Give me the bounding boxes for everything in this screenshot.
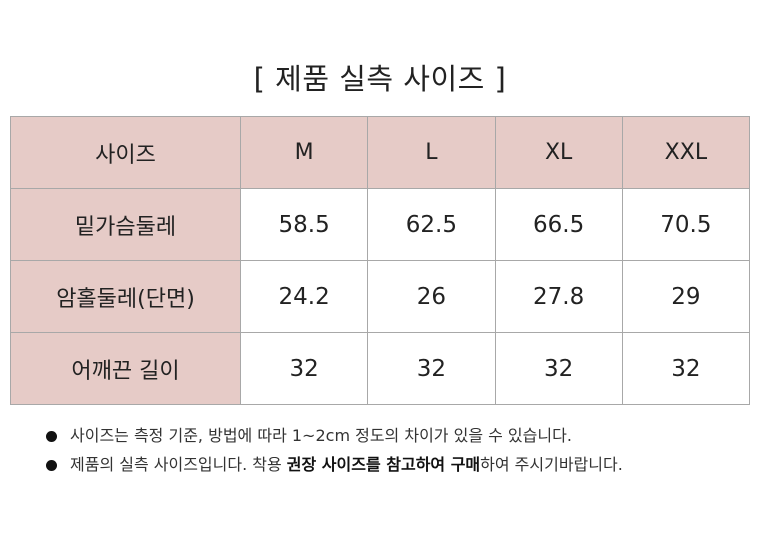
note-emphasis: 권장 사이즈를 참고하여 구매 <box>286 455 481 474</box>
cell: 24.2 <box>239 260 369 333</box>
cell: 32 <box>239 332 369 405</box>
header-cell: XXL <box>621 116 751 189</box>
cell: 62.5 <box>367 188 496 261</box>
header-cell: M <box>239 116 369 189</box>
cell: 26 <box>367 260 496 333</box>
cell: 70.5 <box>621 188 751 261</box>
note: 제품의 실측 사이즈입니다. 착용 권장 사이즈를 참고하여 구매하여 주시기바… <box>44 453 623 482</box>
row-label: 어깨끈 길이 <box>10 332 241 405</box>
table-row: 어깨끈 길이 32 32 32 32 <box>10 332 751 405</box>
size-table: 사이즈 M L XL XXL 밑가슴둘레 58.5 62.5 66.5 70.5 암홀둘레(단면) 2… <box>10 116 751 405</box>
table-row: 암홀둘레(단면) 24.2 26 27.8 29 <box>10 260 751 333</box>
note-text: 하여 주시기바랍니다. <box>480 455 623 474</box>
cell: 27.8 <box>494 260 623 333</box>
notes: 사이즈는 측정 기준, 방법에 따라 1~2cm 정도의 차이가 있을 수 있습… <box>44 424 623 482</box>
cell: 32 <box>367 332 496 405</box>
cell: 32 <box>494 332 623 405</box>
header-row: 사이즈 M L XL XXL <box>10 116 751 189</box>
cell: 58.5 <box>239 188 369 261</box>
table-row: 밑가슴둘레 58.5 62.5 66.5 70.5 <box>10 188 751 261</box>
row-label: 암홀둘레(단면) <box>10 260 241 333</box>
note-text: 제품의 실측 사이즈입니다. 착용 <box>70 455 287 474</box>
header-cell: L <box>367 116 496 189</box>
cell: 32 <box>621 332 751 405</box>
row-label: 밑가슴둘레 <box>10 188 241 261</box>
note-text: 사이즈는 측정 기준, 방법에 따라 1~2cm 정도의 차이가 있을 수 있습… <box>70 426 572 445</box>
header-cell: 사이즈 <box>10 116 241 189</box>
cell: 29 <box>621 260 751 333</box>
cell: 66.5 <box>494 188 623 261</box>
note: 사이즈는 측정 기준, 방법에 따라 1~2cm 정도의 차이가 있을 수 있습… <box>44 424 623 453</box>
header-cell: XL <box>494 116 623 189</box>
title: [ 제품 실측 사이즈 ] <box>253 62 507 96</box>
